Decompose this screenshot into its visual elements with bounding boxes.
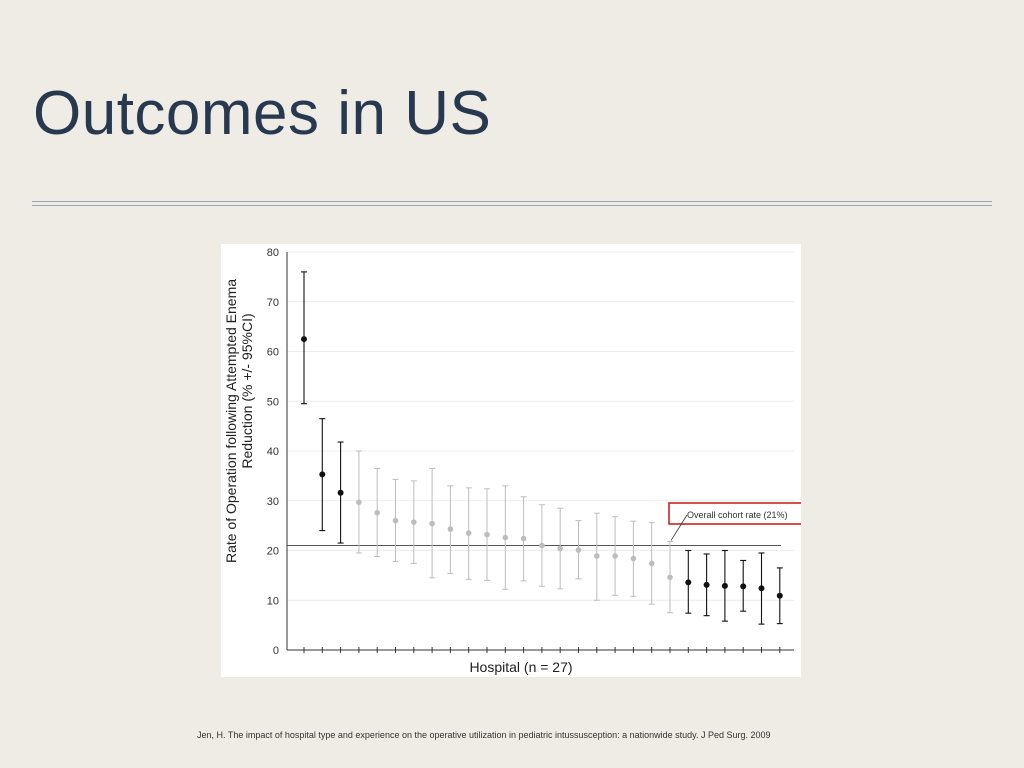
data-point	[740, 583, 747, 590]
data-point	[465, 530, 472, 536]
annotation-pointer	[670, 514, 688, 541]
data-point	[484, 531, 490, 538]
data-point	[557, 545, 563, 552]
y-tick-label: 50	[267, 396, 279, 408]
y-tick-label: 80	[267, 247, 279, 259]
annotation-box	[668, 502, 801, 525]
data-point	[539, 542, 545, 549]
data-point	[502, 534, 509, 541]
y-tick-label: 20	[267, 546, 279, 558]
title-divider-top	[32, 201, 992, 202]
data-point	[411, 519, 417, 525]
data-point	[667, 574, 673, 581]
title-divider-bottom	[32, 205, 992, 206]
data-point	[776, 592, 783, 599]
data-point	[575, 547, 582, 553]
y-tick-label: 60	[267, 347, 279, 359]
data-point	[392, 517, 399, 524]
data-point	[356, 499, 362, 506]
data-point	[447, 526, 454, 532]
y-tick-label: 70	[267, 297, 279, 309]
data-point	[612, 553, 618, 559]
y-axis-label-line-1: Rate of Operation following Attempted En…	[223, 279, 239, 563]
chart-panel: 0 10 20 30 40 50 60 70 80 Overall cohort rate (21…	[221, 244, 801, 677]
data-point	[758, 585, 765, 592]
x-axis-label: Hospital (n = 27)	[469, 659, 572, 675]
data-point	[337, 489, 344, 496]
annotation-label: Overall cohort rate (21%)	[687, 510, 788, 520]
rate-of-operation-chart: 0 10 20 30 40 50 60 70 80 Overall cohort rate (21…	[223, 247, 801, 675]
y-axis-label-line-2: Reduction (% +/- 95%CI)	[239, 313, 255, 468]
citation: Jen, H. The impact of hospital type and …	[197, 730, 771, 740]
slide-title: Outcomes in US	[33, 79, 492, 148]
data-point	[319, 471, 326, 478]
y-tick-label: 30	[267, 496, 279, 508]
data-point	[374, 509, 380, 516]
data-point	[630, 555, 637, 562]
data-point	[703, 581, 710, 588]
y-tick-label: 10	[267, 595, 279, 607]
y-tick-label: 40	[267, 446, 279, 458]
data-point	[520, 535, 527, 542]
y-tick-label: 0	[273, 645, 279, 657]
data-point	[301, 336, 307, 343]
data-point	[429, 520, 435, 527]
data-point	[594, 553, 600, 559]
data-point	[648, 560, 655, 567]
data-point	[721, 582, 728, 589]
data-point	[685, 579, 692, 586]
